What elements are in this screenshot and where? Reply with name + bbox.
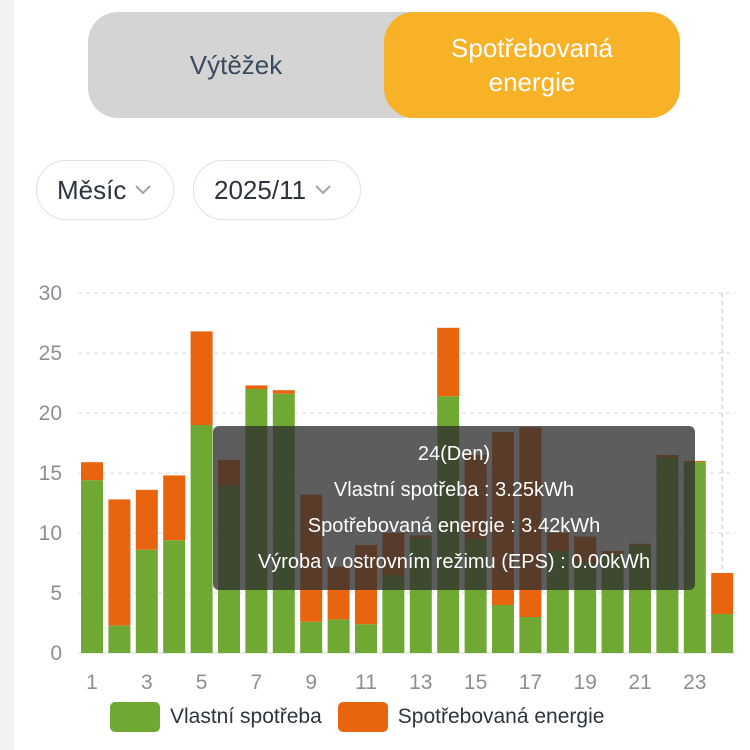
y-tick-label: 30 [39,282,62,305]
bar-consumed-energy[interactable] [190,331,213,425]
bar-consumed-energy[interactable] [81,462,103,481]
bar-consumed-energy[interactable] [711,572,734,614]
legend-swatch-self [110,702,160,732]
chart-tooltip: 24(Den) Vlastní spotřeba : 3.25kWh Spotř… [213,426,695,590]
period-select-value: Měsíc [57,174,127,205]
bar-self-consumption[interactable] [190,425,213,653]
tab-consumed-energy[interactable]: Spotřebovaná energie [384,12,680,118]
legend-label-self: Vlastní spotřeba [170,705,322,728]
x-tick-label: 11 [355,671,377,694]
bar-self-consumption[interactable] [163,540,186,653]
x-tick-label: 7 [251,671,263,694]
bar-consumed-energy[interactable] [437,327,460,397]
x-tick-label: 19 [574,671,597,694]
y-tick-label: 15 [39,462,62,485]
date-select-value: 2025/11 [214,174,307,205]
bar-self-consumption[interactable] [81,480,103,653]
x-tick-label: 9 [305,671,317,694]
y-tick-label: 10 [39,522,62,545]
bar-consumed-energy[interactable] [108,499,131,626]
bar-consumed-energy[interactable] [245,385,268,389]
bar-self-consumption[interactable] [108,625,131,653]
y-tick-label: 0 [50,642,62,665]
y-tick-label: 20 [39,402,62,425]
tooltip-title: 24(Den) [417,443,491,465]
period-select[interactable]: Měsíc [36,160,174,220]
bar-consumed-energy[interactable] [135,489,158,550]
x-tick-label: 5 [196,671,208,694]
bar-self-consumption[interactable] [135,549,158,653]
x-tick-label: 23 [683,671,706,694]
view-toggle: Výtěžek Spotřebovaná energie [88,12,680,118]
x-tick-label: 1 [86,671,98,694]
bar-self-consumption[interactable] [492,605,514,653]
chevron-down-icon [314,184,332,196]
bar-self-consumption[interactable] [300,621,323,653]
tooltip-self-consumption: Vlastní spotřeba : 3.25kWh [333,479,575,501]
chart-legend: Vlastní spotřeba Spotřebovaná energie [110,702,620,732]
date-select[interactable]: 2025/11 [193,160,361,220]
y-tick-label: 25 [39,342,62,365]
tooltip-eps-output: Výroba v ostrovním režimu (EPS) : 0.00kW… [257,551,651,573]
legend-item-consumed-energy[interactable]: Spotřebovaná energie [337,702,605,732]
y-tick-label: 5 [50,582,62,605]
x-tick-label: 13 [409,671,432,694]
legend-swatch-consumed [337,702,388,732]
tooltip-consumed-energy: Spotřebovaná energie : 3.42kWh [307,515,601,537]
bar-self-consumption[interactable] [519,617,542,653]
legend-item-self-consumption[interactable]: Vlastní spotřeba [110,702,322,732]
bar-self-consumption[interactable] [382,575,405,653]
chevron-down-icon [134,184,152,196]
tab-yield[interactable]: Výtěžek [189,50,283,80]
bar-consumed-energy[interactable] [272,390,295,394]
x-tick-label: 21 [628,671,651,694]
x-tick-label: 17 [519,671,542,694]
bar-consumed-energy[interactable] [163,475,186,541]
bar-self-consumption[interactable] [327,619,350,653]
legend-label-consumed: Spotřebovaná energie [397,705,605,728]
x-tick-label: 3 [141,671,153,694]
bar-self-consumption[interactable] [711,614,734,653]
bar-self-consumption[interactable] [355,624,377,653]
x-tick-label: 15 [464,671,487,694]
